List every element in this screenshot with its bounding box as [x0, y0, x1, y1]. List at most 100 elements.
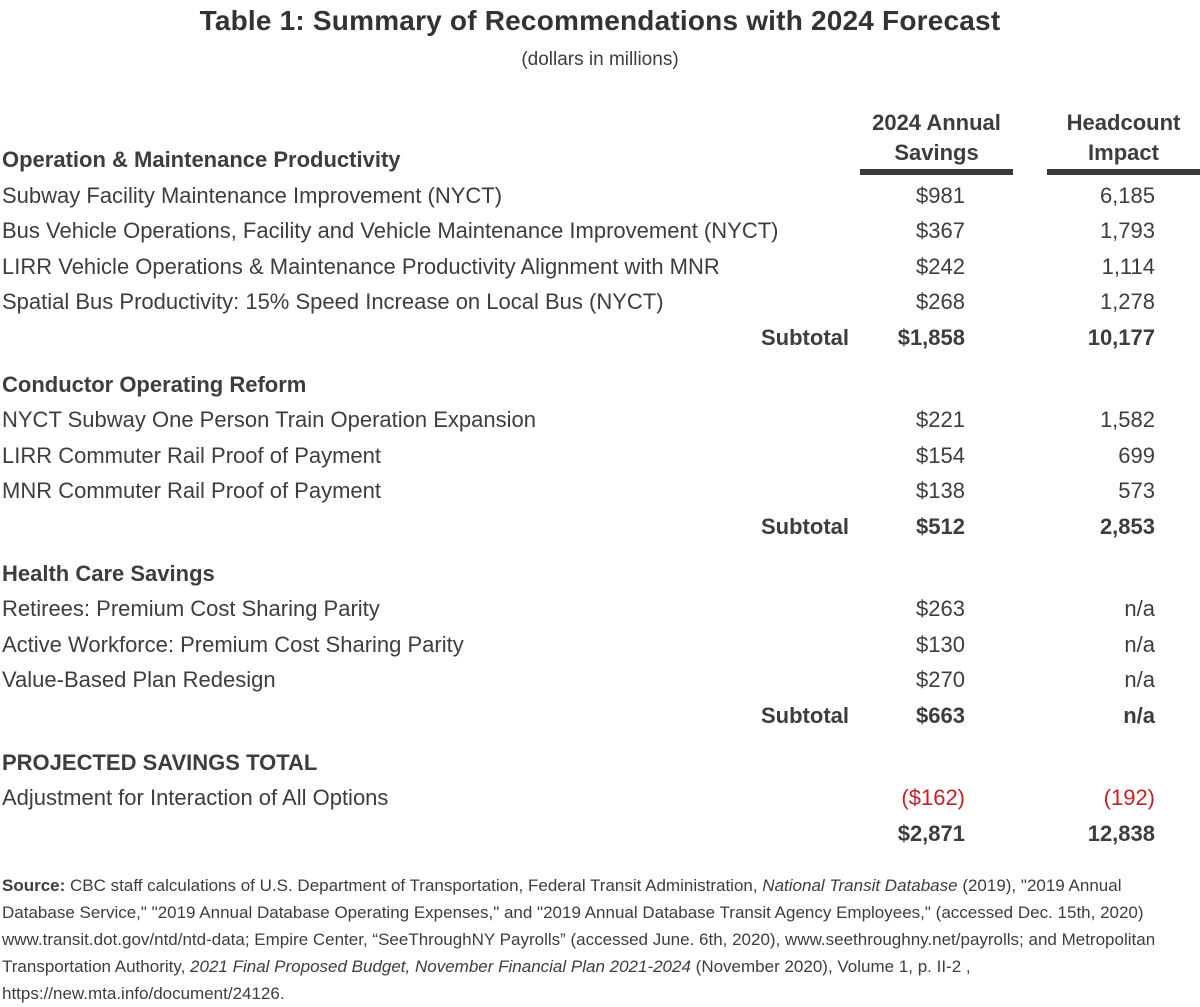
cell [1047, 356, 1200, 403]
savings-value: $270 [916, 667, 965, 693]
savings-value: $154 [916, 442, 965, 468]
cell [1047, 545, 1200, 592]
column-header-headcount: Headcount Impact [1047, 107, 1200, 175]
headcount-value: n/a [1124, 667, 1155, 693]
column-gap [1013, 663, 1047, 699]
headcount-value: n/a [1124, 596, 1155, 622]
row-label: MNR Commuter Rail Proof of Payment [2, 478, 381, 504]
headcount-value: 1,114 [1101, 253, 1155, 279]
source-text-segment: (November 2020), Volume 1, p. II-2 , htt… [2, 956, 971, 1003]
savings-value: ($162) [901, 785, 965, 811]
subtotal-row: Subtotal $512 2,853 [0, 509, 1200, 545]
cell [860, 356, 1013, 403]
section-heading-row: Health Care Savings [0, 545, 1200, 592]
table-row: LIRR Commuter Rail Proof of Payment $154 6… [0, 438, 1200, 474]
headcount-value: 6,185 [1099, 182, 1155, 208]
column-header-row: Operation & Maintenance Productivity 202… [0, 107, 1200, 175]
column-gap [1013, 285, 1047, 321]
total-row: $2,871 12,838 [0, 816, 1200, 852]
subtotal-row: Subtotal $1,858 10,177 [0, 320, 1200, 356]
table-row: Spatial Bus Productivity: 15% Speed Incr… [0, 285, 1200, 321]
subtotal-label: Subtotal [761, 513, 849, 539]
source-text-segment: Source: [2, 875, 66, 895]
column-gap [1013, 320, 1047, 356]
column-gap [1013, 592, 1047, 628]
section-heading: Operation & Maintenance Productivity [2, 147, 401, 172]
savings-value: $263 [916, 596, 965, 622]
subtotal-label: Subtotal [761, 324, 849, 350]
savings-value: $130 [916, 631, 965, 657]
column-gap [1013, 816, 1047, 852]
source-text-segment: (2019), "2019 Annual Database Service," … [2, 875, 1156, 976]
column-gap [1013, 781, 1047, 817]
column-gap [1013, 734, 1047, 781]
column-gap [1013, 509, 1047, 545]
row-label: Bus Vehicle Operations, Facility and Veh… [2, 218, 779, 244]
column-gap [1013, 627, 1047, 663]
table-body: Subway Facility Maintenance Improvement … [0, 178, 1200, 852]
cell [860, 734, 1013, 781]
column-header-savings: 2024 Annual Savings [860, 107, 1013, 175]
subtotal-headcount-value: n/a [1123, 702, 1155, 728]
subtotal-savings-value: $1,858 [897, 324, 965, 350]
table-row: Value-Based Plan Redesign $270 n/a [0, 663, 1200, 699]
source-text-segment: National Transit Database [762, 875, 958, 895]
subtotal-savings-value: $663 [916, 702, 965, 728]
table-row: Subway Facility Maintenance Improvement … [0, 178, 1200, 214]
table-row: MNR Commuter Rail Proof of Payment $138 57… [0, 474, 1200, 510]
row-label: NYCT Subway One Person Train Operation E… [2, 407, 536, 433]
headcount-value: 1,278 [1099, 289, 1155, 315]
column-gap [1013, 178, 1047, 214]
row-label: Retirees: Premium Cost Sharing Parity [2, 596, 380, 622]
column-gap [1013, 698, 1047, 734]
column-gap [1013, 403, 1047, 439]
source-note: Source: CBC staff calculations of U.S. D… [0, 872, 1200, 1007]
row-label: Subway Facility Maintenance Improvement … [2, 182, 503, 208]
headcount-value: 573 [1118, 478, 1155, 504]
subtotal-headcount-value: 10,177 [1087, 324, 1155, 350]
subtotal-row: Subtotal $663 n/a [0, 698, 1200, 734]
column-gap [1013, 214, 1047, 250]
headcount-value: 1,582 [1099, 407, 1155, 433]
row-label: Spatial Bus Productivity: 15% Speed Incr… [2, 289, 664, 315]
headcount-value: 1,793 [1099, 218, 1155, 244]
cell [860, 545, 1013, 592]
headcount-value: 699 [1118, 442, 1155, 468]
table-row: LIRR Vehicle Operations & Maintenance Pr… [0, 249, 1200, 285]
adjustment-row: Adjustment for Interaction of All Option… [0, 781, 1200, 817]
row-label: LIRR Commuter Rail Proof of Payment [2, 442, 382, 468]
total-savings-value: $2,871 [897, 820, 965, 846]
column-gap [1013, 474, 1047, 510]
row-label [0, 816, 860, 852]
section-heading-row: Conductor Operating Reform [0, 356, 1200, 403]
column-gap [1013, 249, 1047, 285]
column-gap [1013, 545, 1047, 592]
section-heading: Conductor Operating Reform [2, 371, 307, 397]
savings-value: $221 [916, 407, 965, 433]
column-gap [1013, 356, 1047, 403]
total-headcount-value: 12,838 [1087, 820, 1155, 846]
subtotal-label: Subtotal [761, 702, 849, 728]
headcount-value: (192) [1103, 785, 1155, 811]
savings-value: $367 [916, 218, 965, 244]
headcount-value: n/a [1124, 631, 1155, 657]
savings-value: $268 [916, 289, 965, 315]
section-heading: Health Care Savings [2, 560, 215, 586]
table-row: NYCT Subway One Person Train Operation E… [0, 403, 1200, 439]
total-section-heading: PROJECTED SAVINGS TOTAL [2, 749, 318, 775]
subtotal-headcount-value: 2,853 [1099, 513, 1155, 539]
column-gap [1013, 107, 1047, 175]
table-row: Active Workforce: Premium Cost Sharing P… [0, 627, 1200, 663]
row-label: Value-Based Plan Redesign [2, 667, 276, 693]
table-row: Bus Vehicle Operations, Facility and Veh… [0, 214, 1200, 250]
row-label: Adjustment for Interaction of All Option… [2, 785, 389, 811]
table-subtitle: (dollars in millions) [521, 49, 679, 70]
table-title: Table 1: Summary of Recommendations with… [199, 5, 1001, 36]
source-text-segment: 2021 Final Proposed Budget, November Fin… [190, 956, 691, 976]
source-text-segment: CBC staff calculations of U.S. Departmen… [65, 875, 763, 895]
cell [1047, 734, 1200, 781]
savings-value: $242 [916, 253, 965, 279]
subtotal-savings-value: $512 [916, 513, 965, 539]
row-label: Active Workforce: Premium Cost Sharing P… [2, 631, 464, 657]
